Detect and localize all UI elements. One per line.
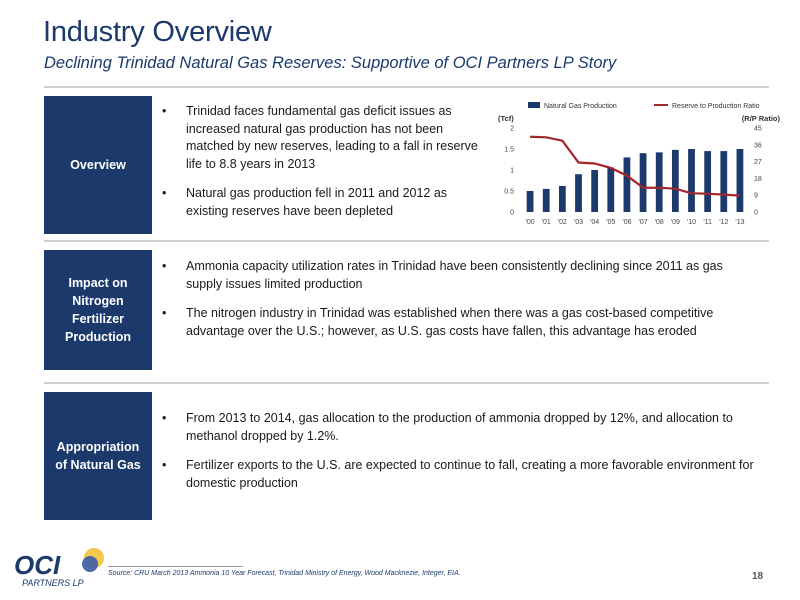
y-tick-label-right: 36 (754, 142, 762, 149)
bullet-icon: • (162, 458, 167, 472)
bullet-text: Trinidad faces fundamental gas deficit i… (186, 104, 478, 171)
list-item: • Ammonia capacity utilization rates in T… (162, 258, 762, 293)
x-tick-label: '07 (639, 219, 648, 226)
bar (591, 170, 599, 212)
x-tick-label: '08 (655, 219, 664, 226)
bullet-text: From 2013 to 2014, gas allocation to the… (186, 411, 733, 443)
divider (44, 240, 769, 242)
appropriation-bullet-list: • From 2013 to 2014, gas allocation to th… (162, 410, 762, 504)
bar (671, 149, 679, 212)
legend-label-bar: Natural Gas Production (544, 103, 617, 110)
list-item: • The nitrogen industry in Trinidad was e… (162, 305, 762, 340)
x-tick-label: '12 (719, 219, 728, 226)
divider (44, 382, 769, 384)
bullet-text: Natural gas production fell in 2011 and … (186, 186, 448, 218)
section-label-appropriation: Appropriation of Natural Gas (44, 392, 152, 520)
logo-circle-blue (82, 556, 98, 572)
page-number: 18 (752, 571, 764, 582)
legend-label-line: Reserve to Production Ratio (672, 103, 760, 110)
list-item: • Trinidad faces fundamental gas deficit … (162, 103, 492, 173)
list-item: • Fertilizer exports to the U.S. are expe… (162, 457, 762, 492)
logo-graphic: OCI PARTNERS LP (14, 548, 104, 588)
y-tick-label-right: 18 (754, 176, 762, 183)
series-line-rp-ratio (530, 135, 740, 197)
bar (542, 188, 550, 212)
bullet-text: Fertilizer exports to the U.S. are expec… (186, 458, 754, 490)
page-title: Industry Overview (43, 16, 272, 48)
logo-text: OCI (14, 550, 61, 580)
x-tick-label: '09 (671, 219, 680, 226)
bar (720, 151, 728, 212)
y-axis-label-right: (R/P Ratio) (742, 114, 781, 123)
page-subtitle: Declining Trinidad Natural Gas Reserves:… (44, 54, 617, 72)
bar (558, 185, 566, 212)
bar (607, 167, 615, 212)
y-tick-label-right: 0 (754, 210, 758, 217)
oci-partners-logo: OCI PARTNERS LP (12, 542, 104, 588)
x-tick-label: '04 (590, 219, 599, 226)
y-tick-label-left: 0 (510, 210, 514, 217)
bar (526, 191, 534, 212)
bullet-icon: • (162, 104, 167, 118)
bullet-text: Ammonia capacity utilization rates in Tr… (186, 259, 723, 291)
x-tick-label: '06 (622, 219, 631, 226)
x-tick-label: '05 (606, 219, 615, 226)
bullet-icon: • (162, 306, 167, 320)
list-item: • From 2013 to 2014, gas allocation to th… (162, 410, 762, 445)
bar (704, 151, 712, 212)
footnote-divider (108, 566, 243, 567)
bar (639, 153, 647, 212)
y-tick-label-left: 0.5 (504, 189, 514, 196)
x-tick-label: '00 (526, 219, 535, 226)
y-tick-label-right: 45 (754, 126, 762, 133)
y-tick-label-right: 9 (754, 193, 758, 200)
section-label-impact: Impact on Nitrogen Fertilizer Production (44, 250, 152, 370)
gas-production-chart: Natural Gas Production Reserve to Product… (494, 96, 794, 234)
list-item: • Natural gas production fell in 2011 and… (162, 185, 492, 220)
overview-bullet-list: • Trinidad faces fundamental gas deficit … (162, 103, 492, 232)
bar (575, 174, 582, 212)
bar (655, 152, 663, 212)
x-tick-label: '13 (735, 219, 744, 226)
x-tick-label: '10 (687, 219, 696, 226)
bar (736, 149, 744, 212)
bullet-text: The nitrogen industry in Trinidad was es… (186, 306, 714, 338)
impact-bullet-list: • Ammonia capacity utilization rates in T… (162, 258, 762, 352)
y-tick-label-left: 1 (510, 168, 514, 175)
x-tick-label: '01 (542, 219, 551, 226)
y-axis-label-left: (Tcf) (498, 114, 514, 123)
section-label-overview: Overview (44, 96, 152, 234)
logo-subtext: PARTNERS LP (22, 578, 84, 588)
x-tick-label: '03 (574, 219, 583, 226)
chart-svg: Natural Gas Production Reserve to Product… (498, 102, 781, 226)
bullet-icon: • (162, 186, 167, 200)
x-tick-label: '11 (703, 219, 712, 226)
legend-swatch-bar (528, 102, 540, 108)
divider (44, 86, 769, 88)
y-tick-label-left: 1.5 (504, 147, 514, 154)
bullet-icon: • (162, 411, 167, 425)
y-tick-label-left: 2 (510, 126, 514, 133)
bar (688, 149, 695, 212)
x-tick-label: '02 (558, 219, 567, 226)
bar (623, 157, 631, 212)
y-tick-label-right: 27 (754, 159, 762, 166)
source-footnote: Source: CRU March 2013 Ammonia 10 Year F… (108, 570, 461, 577)
bullet-icon: • (162, 259, 167, 273)
